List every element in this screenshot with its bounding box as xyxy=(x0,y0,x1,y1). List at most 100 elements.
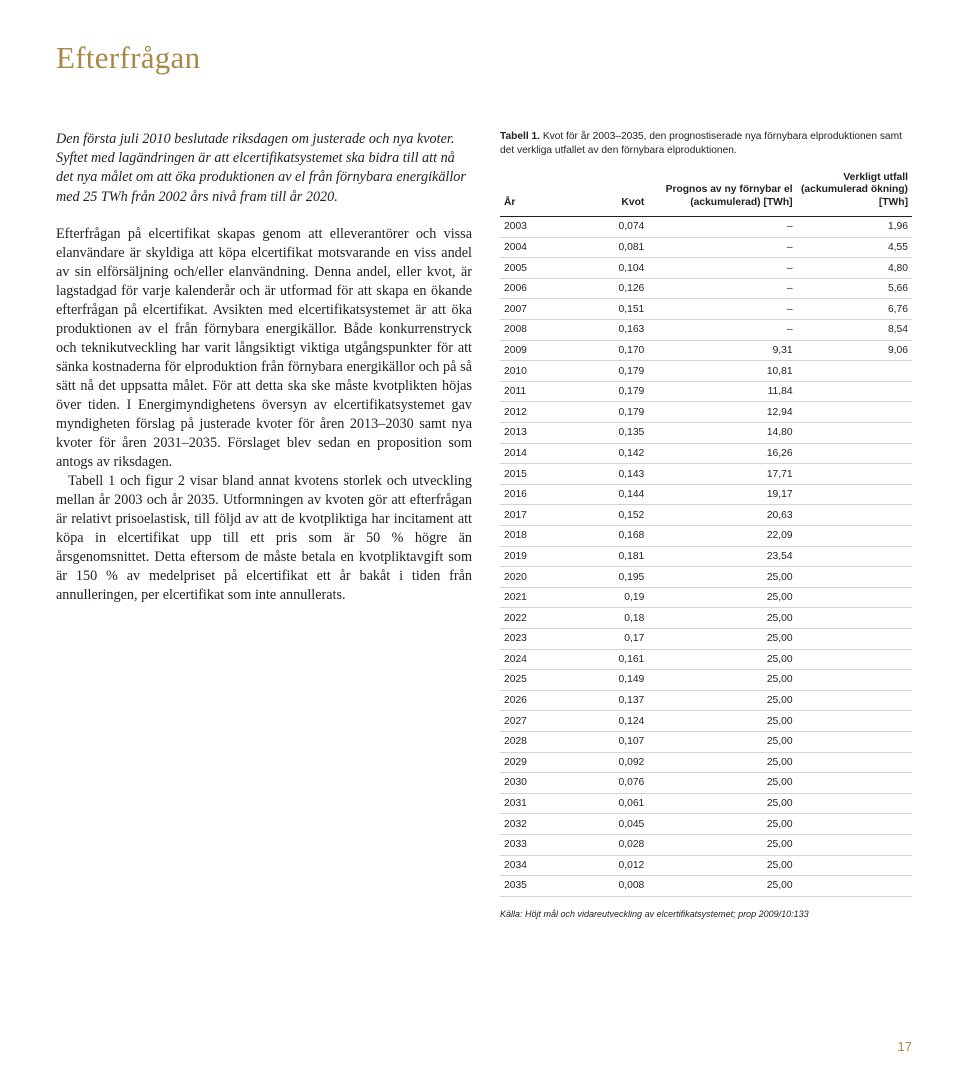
table-cell: 16,26 xyxy=(648,443,796,464)
table-cell xyxy=(797,402,912,423)
table-cell: 17,71 xyxy=(648,464,796,485)
table-row: 20230,1725,00 xyxy=(500,628,912,649)
table-cell: 0,161 xyxy=(566,649,648,670)
table-row: 20190,18123,54 xyxy=(500,546,912,567)
table-cell: 0,17 xyxy=(566,628,648,649)
table-cell: 0,045 xyxy=(566,814,648,835)
table-cell: 2015 xyxy=(500,464,566,485)
table-cell: 11,84 xyxy=(648,381,796,402)
col-header-prognosis: Prognos av ny förnybar el (ackumulerad) … xyxy=(648,168,796,217)
table-cell xyxy=(797,855,912,876)
table-cell: 0,076 xyxy=(566,773,648,794)
table-row: 20130,13514,80 xyxy=(500,423,912,444)
table-cell: 25,00 xyxy=(648,608,796,629)
table-cell xyxy=(797,443,912,464)
table-cell: – xyxy=(648,217,796,238)
table-cell: 2026 xyxy=(500,690,566,711)
table-cell xyxy=(797,649,912,670)
table-cell: 6,76 xyxy=(797,299,912,320)
table-cell: 2023 xyxy=(500,628,566,649)
table-cell: 2014 xyxy=(500,443,566,464)
table-cell: 0,028 xyxy=(566,834,648,855)
content-columns: Den första juli 2010 beslutade riksdagen… xyxy=(56,130,912,919)
table-cell: 0,195 xyxy=(566,567,648,588)
table-cell: 22,09 xyxy=(648,526,796,547)
table-cell: 0,144 xyxy=(566,484,648,505)
table-cell: 2004 xyxy=(500,237,566,258)
table-row: 20030,074–1,96 xyxy=(500,217,912,238)
table-cell: 2030 xyxy=(500,773,566,794)
table-cell: 0,149 xyxy=(566,670,648,691)
table-caption-label: Tabell 1. xyxy=(500,131,540,142)
table-row: 20240,16125,00 xyxy=(500,649,912,670)
table-cell: 4,80 xyxy=(797,258,912,279)
table-cell: 2010 xyxy=(500,361,566,382)
table-cell xyxy=(797,670,912,691)
table-row: 20260,13725,00 xyxy=(500,690,912,711)
table-cell: 2011 xyxy=(500,381,566,402)
table-row: 20060,126–5,66 xyxy=(500,278,912,299)
table-cell: 2033 xyxy=(500,834,566,855)
table-cell xyxy=(797,484,912,505)
table-cell xyxy=(797,711,912,732)
table-row: 20050,104–4,80 xyxy=(500,258,912,279)
table-cell: 0,152 xyxy=(566,505,648,526)
table-cell: 12,94 xyxy=(648,402,796,423)
table-cell: – xyxy=(648,320,796,341)
table-cell: 0,142 xyxy=(566,443,648,464)
table-cell: 0,151 xyxy=(566,299,648,320)
table-body: 20030,074–1,9620040,081–4,5520050,104–4,… xyxy=(500,217,912,897)
table-cell: 2016 xyxy=(500,484,566,505)
table-cell: 0,181 xyxy=(566,546,648,567)
table-cell xyxy=(797,731,912,752)
table-row: 20290,09225,00 xyxy=(500,752,912,773)
table-row: 20140,14216,26 xyxy=(500,443,912,464)
table-cell: – xyxy=(648,237,796,258)
table-cell xyxy=(797,567,912,588)
table-cell: 0,104 xyxy=(566,258,648,279)
table-cell xyxy=(797,876,912,897)
table-cell: 0,19 xyxy=(566,587,648,608)
table-row: 20320,04525,00 xyxy=(500,814,912,835)
table-cell: 2018 xyxy=(500,526,566,547)
table-cell: 25,00 xyxy=(648,649,796,670)
table-row: 20340,01225,00 xyxy=(500,855,912,876)
table-cell: 25,00 xyxy=(648,731,796,752)
table-header-row: År Kvot Prognos av ny förnybar el (ackum… xyxy=(500,168,912,217)
table-cell: 25,00 xyxy=(648,834,796,855)
col-header-outcome: Verkligt utfall (ackumulerad ökning) [TW… xyxy=(797,168,912,217)
table-cell: 0,074 xyxy=(566,217,648,238)
table-cell xyxy=(797,773,912,794)
table-row: 20070,151–6,76 xyxy=(500,299,912,320)
table-cell: 8,54 xyxy=(797,320,912,341)
col-header-quota: Kvot xyxy=(566,168,648,217)
table-cell: 2019 xyxy=(500,546,566,567)
right-column: Tabell 1. Kvot för år 2003–2035, den pro… xyxy=(500,130,912,919)
table-cell: 2012 xyxy=(500,402,566,423)
table-cell: 2024 xyxy=(500,649,566,670)
table-cell: 2013 xyxy=(500,423,566,444)
table-caption-text: Kvot för år 2003–2035, den prognostisera… xyxy=(500,131,902,156)
table-cell xyxy=(797,423,912,444)
table-cell: 2022 xyxy=(500,608,566,629)
table-row: 20220,1825,00 xyxy=(500,608,912,629)
table-cell: 2006 xyxy=(500,278,566,299)
table-row: 20120,17912,94 xyxy=(500,402,912,423)
table-cell: 0,008 xyxy=(566,876,648,897)
paragraph-2: Tabell 1 och figur 2 visar bland annat k… xyxy=(56,472,472,605)
table-caption: Tabell 1. Kvot för år 2003–2035, den pro… xyxy=(500,130,912,158)
table-row: 20040,081–4,55 xyxy=(500,237,912,258)
table-cell: 0,092 xyxy=(566,752,648,773)
quota-table: År Kvot Prognos av ny förnybar el (ackum… xyxy=(500,168,912,897)
table-cell xyxy=(797,628,912,649)
table-cell: 2005 xyxy=(500,258,566,279)
table-cell: 0,168 xyxy=(566,526,648,547)
table-cell: 0,081 xyxy=(566,237,648,258)
table-cell: 0,179 xyxy=(566,381,648,402)
table-cell: – xyxy=(648,299,796,320)
table-cell: 25,00 xyxy=(648,711,796,732)
table-row: 20210,1925,00 xyxy=(500,587,912,608)
table-cell: 23,54 xyxy=(648,546,796,567)
table-cell: 0,179 xyxy=(566,402,648,423)
table-cell: 0,107 xyxy=(566,731,648,752)
